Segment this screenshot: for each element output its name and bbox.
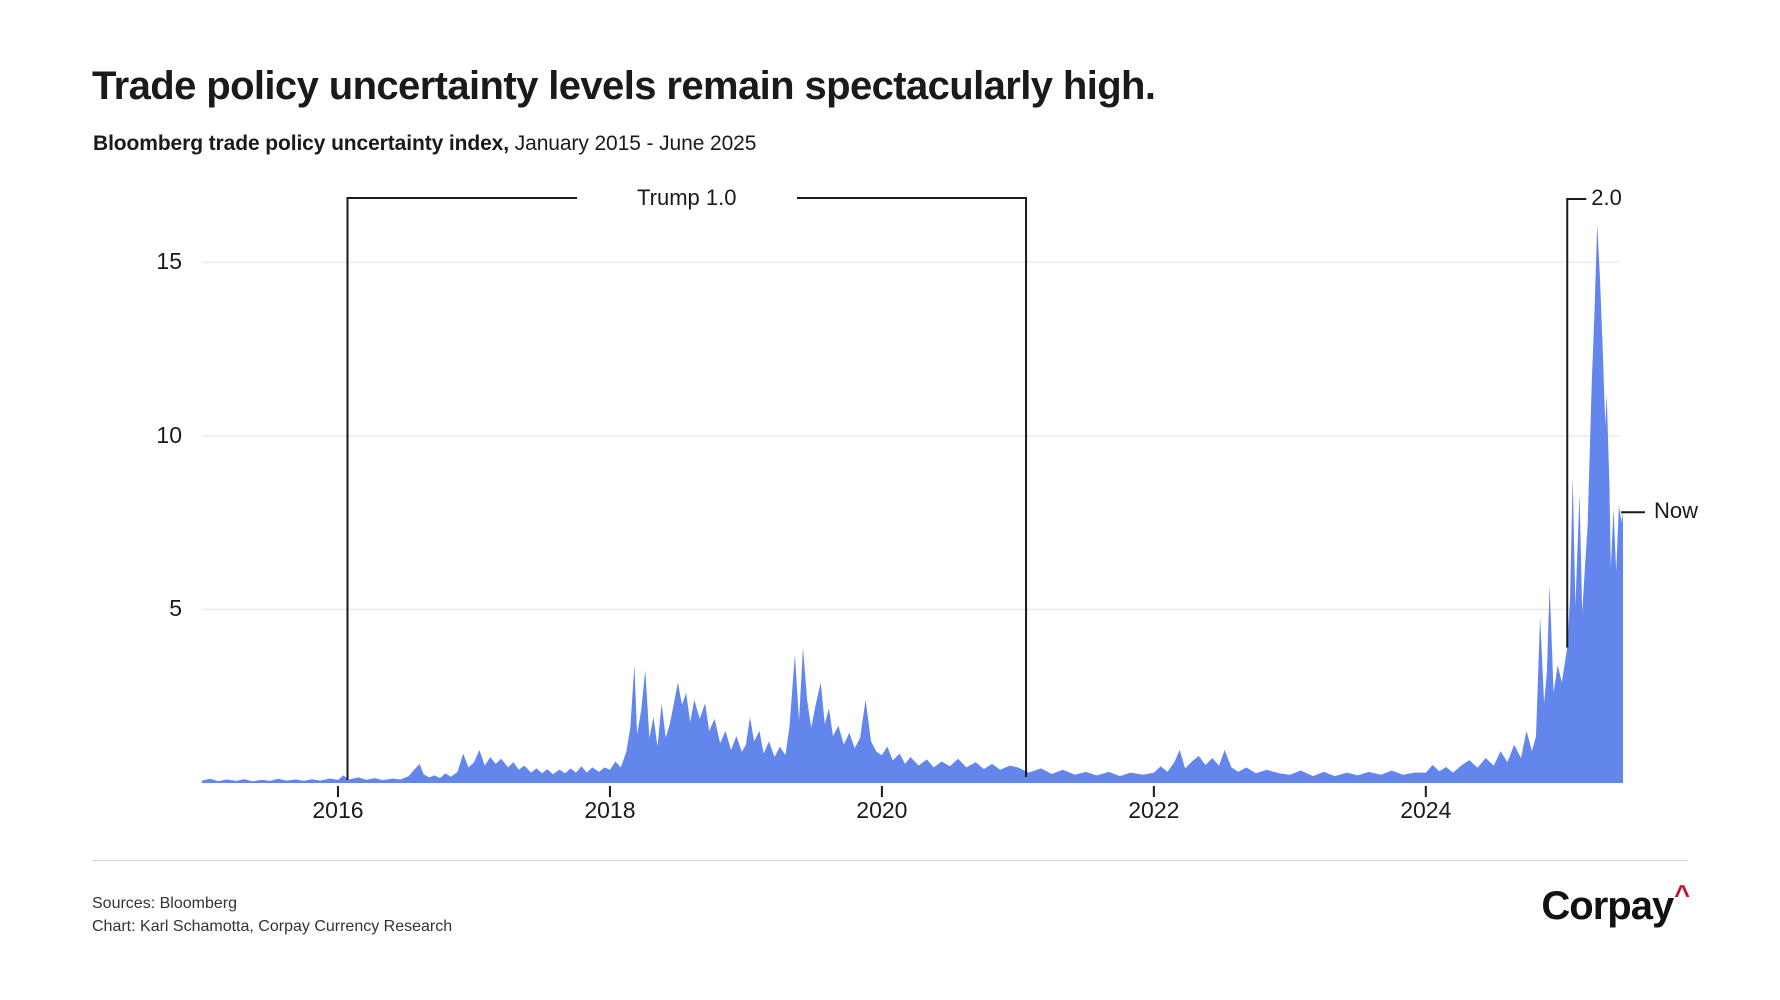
- chart-subtitle: Bloomberg trade policy uncertainty index…: [93, 132, 756, 156]
- annotation-trump-2: 2.0: [1591, 185, 1622, 210]
- footer-credits: Sources: Bloomberg Chart: Karl Schamotta…: [92, 892, 452, 938]
- x-axis-label-2024: 2024: [1400, 797, 1452, 823]
- sources-line: Sources: Bloomberg: [92, 895, 237, 912]
- x-axis-label-2016: 2016: [312, 797, 364, 823]
- x-axis-label-2020: 2020: [856, 797, 908, 823]
- corpay-caret-icon: ^: [1674, 880, 1690, 910]
- y-axis-label-10: 10: [156, 421, 182, 448]
- footer-divider: [92, 860, 1688, 861]
- credit-line: Chart: Karl Schamotta, Corpay Currency R…: [92, 918, 453, 935]
- x-axis-label-2022: 2022: [1128, 797, 1180, 823]
- y-axis-label-15: 15: [156, 248, 182, 275]
- subtitle-date-range: January 2015 - June 2025: [508, 132, 757, 155]
- corpay-logo: Corpay^: [1541, 880, 1690, 929]
- subtitle-index-name: Bloomberg trade policy uncertainty index…: [93, 132, 509, 155]
- annotation-now: Now: [1654, 498, 1699, 524]
- x-axis-label-2018: 2018: [584, 797, 636, 823]
- annotation-trump-1: Trump 1.0: [576, 185, 797, 211]
- page-title: Trade policy uncertainty levels remain s…: [92, 64, 1156, 108]
- corpay-logo-text: Corpay: [1541, 884, 1674, 928]
- y-axis-label-5: 5: [169, 595, 182, 622]
